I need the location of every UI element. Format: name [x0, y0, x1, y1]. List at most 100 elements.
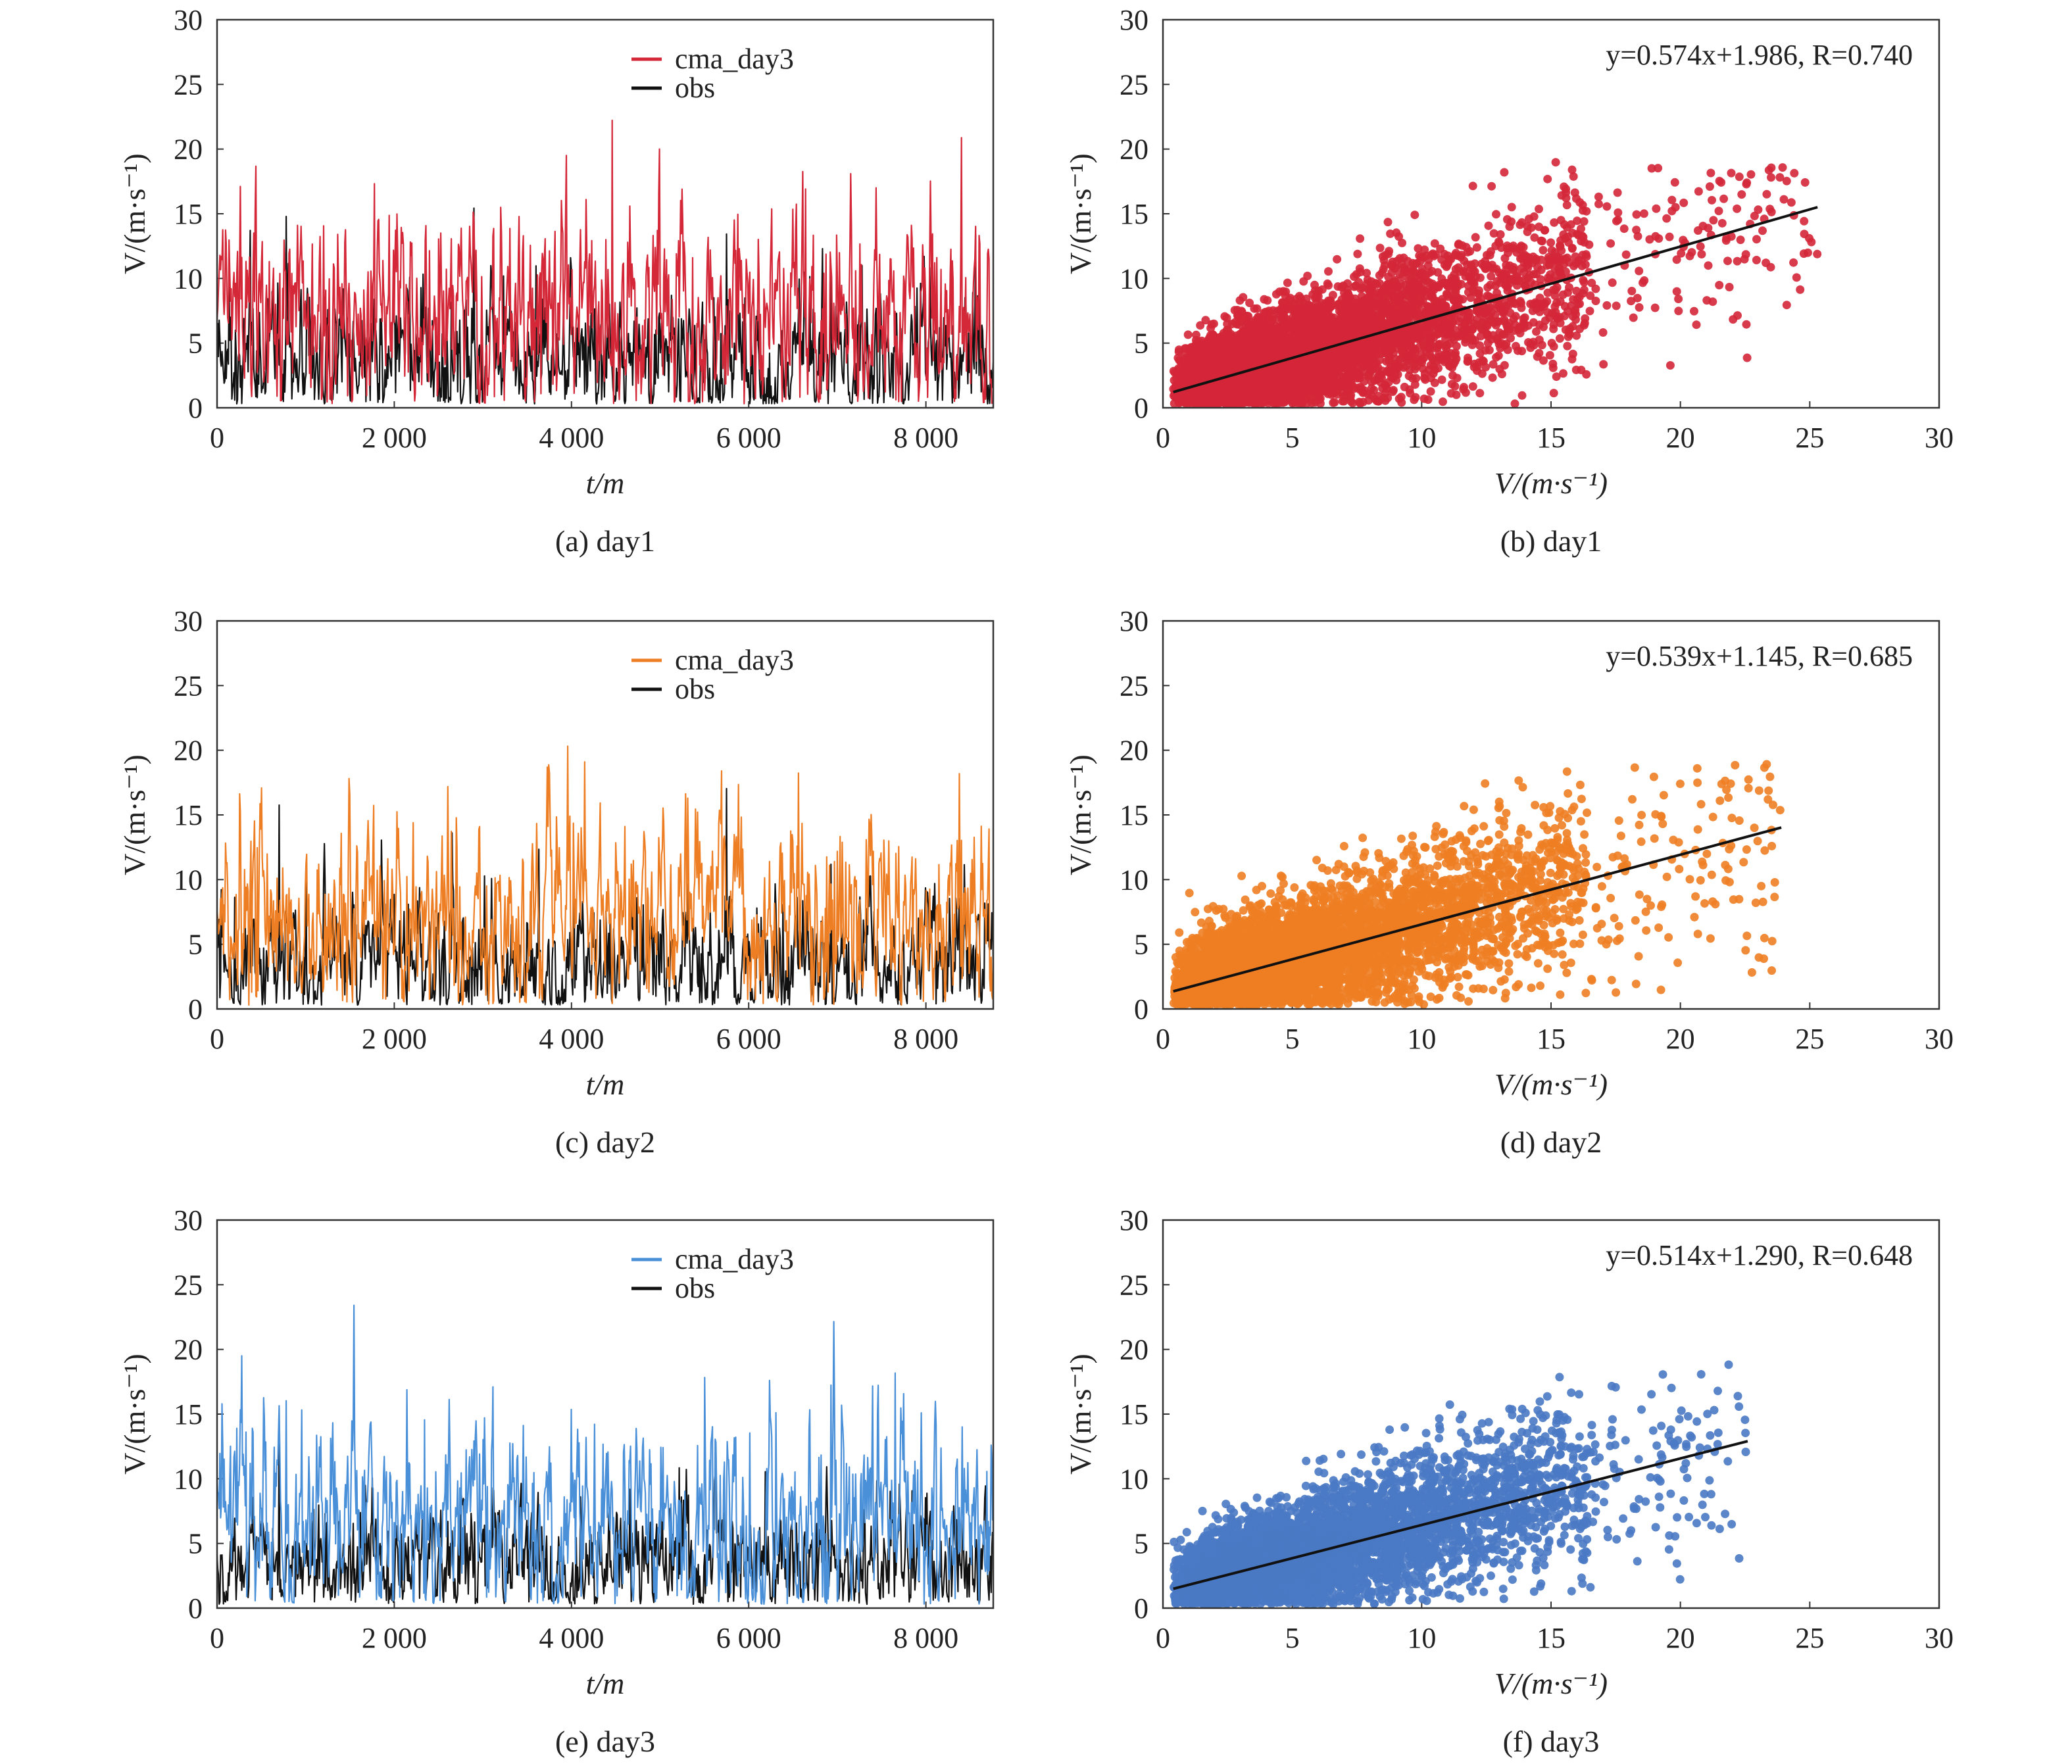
scatter-point: [1466, 247, 1475, 256]
y-tick-label: 30: [174, 4, 203, 36]
scatter-point: [1378, 384, 1387, 393]
scatter-point: [1778, 163, 1787, 172]
scatter-point: [1181, 344, 1191, 353]
scatter-point: [1271, 289, 1281, 299]
scatter-point: [1483, 331, 1492, 341]
scatter-point: [1674, 306, 1683, 316]
scatter-point: [1500, 254, 1510, 263]
scatter-point: [1652, 204, 1661, 213]
scatter-point: [1485, 345, 1494, 355]
scatter-point: [1561, 325, 1570, 334]
scatter-point: [1654, 164, 1663, 173]
panel-caption: (b) day1: [1500, 524, 1602, 558]
scatter-point: [1535, 205, 1543, 214]
scatter-point: [1550, 302, 1560, 311]
y-tick-label: 15: [1120, 198, 1148, 230]
scatter-point: [1384, 308, 1393, 317]
scatter-point: [1627, 287, 1637, 295]
scatter-point: [1516, 297, 1525, 306]
scatter-point: [1175, 356, 1184, 365]
scatter-point: [1571, 194, 1581, 203]
scatter-point: [1475, 389, 1485, 398]
scatter-point: [1453, 282, 1462, 291]
scatter-point: [1425, 366, 1433, 374]
scatter-point: [1737, 190, 1746, 199]
scatter-point: [1606, 239, 1616, 248]
scatter-point: [1423, 395, 1433, 404]
scatter-point: [1696, 242, 1705, 251]
scatter-point: [1575, 293, 1584, 301]
scatter-point: [1507, 203, 1516, 212]
scatter-point: [1550, 218, 1559, 227]
scatter-point: [1508, 265, 1517, 274]
scatter-point: [1201, 316, 1210, 325]
scatter-point: [1521, 281, 1529, 290]
y-tick-label: 5: [1134, 328, 1148, 360]
scatter-point: [1586, 291, 1595, 301]
scatter-point: [1505, 319, 1514, 328]
x-tick-label: 8 000: [893, 422, 958, 454]
scatter-point: [1412, 374, 1421, 383]
scatter-point: [1782, 176, 1791, 185]
scatter-point: [1581, 250, 1591, 259]
scatter-point: [1639, 278, 1647, 287]
scatter-point: [1800, 230, 1809, 239]
scatter-point: [1789, 258, 1798, 267]
scatter-point: [1381, 251, 1390, 260]
scatter-point: [1446, 323, 1454, 332]
scatter-point: [1324, 267, 1333, 276]
scatter-point: [1545, 351, 1554, 360]
scatter-point: [1543, 174, 1552, 184]
y-tick-label: 25: [174, 68, 203, 101]
scatter-point: [1717, 218, 1727, 228]
scatter-point: [1346, 397, 1356, 406]
scatter-point: [1523, 274, 1532, 283]
y-tick-label: 30: [1120, 4, 1148, 36]
scatter-point: [1502, 241, 1512, 251]
scatter-point: [1430, 239, 1439, 248]
scatter-point: [1405, 329, 1414, 338]
scatter-point: [1461, 338, 1470, 347]
scatter-point: [1612, 301, 1621, 310]
scatter-point: [1342, 372, 1351, 381]
plot-area: [217, 119, 993, 405]
y-tick-label: 20: [174, 134, 203, 166]
scatter-point: [1483, 339, 1492, 348]
scatter-point: [1532, 327, 1541, 336]
x-tick-label: 15: [1537, 422, 1566, 454]
y-tick-label: 25: [1120, 68, 1148, 101]
scatter-point: [1635, 266, 1644, 276]
scatter-point: [1752, 255, 1761, 264]
scatter-point: [1559, 369, 1567, 378]
scatter-point: [1556, 216, 1566, 225]
y-tick-label: 10: [1120, 262, 1148, 295]
scatter-point: [1548, 363, 1558, 372]
scatter-point: [1706, 168, 1715, 178]
scatter-point: [1406, 285, 1416, 294]
scatter-point: [1516, 243, 1525, 252]
scatter-point: [1406, 389, 1415, 398]
scatter-point: [1529, 212, 1539, 221]
scatter-point: [1437, 274, 1446, 283]
scatter-point: [1546, 238, 1556, 247]
scatter-point: [1539, 245, 1548, 255]
scatter-point: [1488, 373, 1497, 382]
scatter-point: [1391, 277, 1400, 286]
x-tick-label: 6 000: [716, 422, 781, 454]
scatter-point: [1563, 341, 1572, 351]
scatter-point: [1632, 210, 1641, 219]
scatter-point: [1750, 211, 1759, 220]
scatter-point: [1800, 178, 1810, 187]
scatter-point: [1464, 316, 1473, 325]
y-tick-label: 15: [174, 198, 203, 230]
scatter-point: [1577, 366, 1586, 374]
y-tick-label: 0: [188, 392, 203, 424]
scatter-point: [1742, 353, 1752, 362]
series-line-cma-day3: [217, 119, 993, 404]
scatter-point: [1421, 308, 1430, 317]
scatter-point: [1481, 362, 1491, 372]
scatter-point: [1343, 279, 1352, 288]
scatter-point: [1459, 385, 1468, 394]
scatter-point: [1567, 355, 1577, 364]
scatter-point: [1667, 207, 1677, 216]
